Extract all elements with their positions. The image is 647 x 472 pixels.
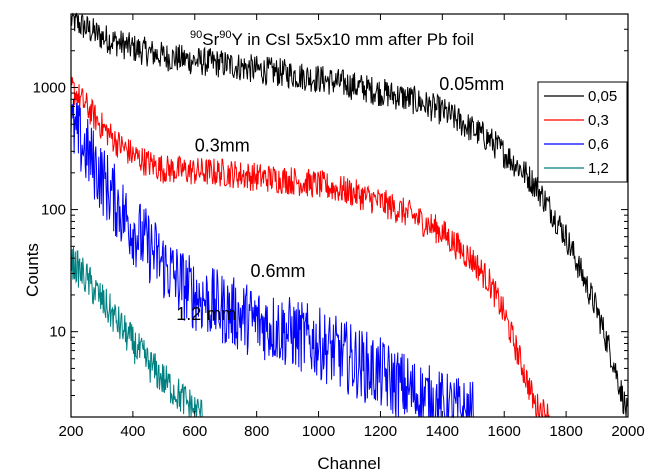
x-tick-label: 400 bbox=[120, 423, 145, 440]
x-tick-label: 600 bbox=[182, 423, 207, 440]
x-tick-label: 1200 bbox=[364, 423, 397, 440]
y-tick-label: 100 bbox=[41, 202, 66, 219]
legend-label: 1,2 bbox=[588, 160, 609, 177]
series-annotation: 0.3mm bbox=[195, 135, 250, 155]
legend: 0,05 0,3 0,6 1,2 bbox=[537, 81, 628, 183]
legend-label: 0,05 bbox=[588, 88, 617, 105]
title-rest: Y in CsI 5x5x10 mm after Pb foil bbox=[232, 30, 475, 49]
annotation-layer: 0.05mm 0.3mm 0.6mm 1.2 mm bbox=[176, 74, 504, 324]
x-tick-label: 1000 bbox=[302, 423, 335, 440]
series-layer bbox=[70, 12, 629, 419]
series-annotation: 0.6mm bbox=[250, 261, 305, 281]
x-tick-label: 200 bbox=[58, 423, 83, 440]
chart-title: 90Sr90Y in CsI 5x5x10 mm after Pb foil bbox=[190, 29, 474, 49]
x-tick-label: 1600 bbox=[488, 423, 521, 440]
title-superscript-1: 90 bbox=[190, 29, 202, 41]
series-line-1 bbox=[70, 73, 551, 418]
series-annotation: 0.05mm bbox=[439, 74, 504, 94]
y-tick-label: 1000 bbox=[33, 80, 66, 97]
series-annotation: 1.2 mm bbox=[176, 304, 236, 324]
ticks-layer: 200 400 600 800 1000 1200 1400 1600 1800 2000 10 10… bbox=[33, 13, 645, 440]
series-line-0 bbox=[70, 12, 629, 418]
x-tick-label: 800 bbox=[244, 423, 269, 440]
series-line-2 bbox=[70, 98, 474, 419]
series-line-3 bbox=[70, 246, 205, 418]
legend-box bbox=[537, 81, 628, 183]
legend-label: 0,6 bbox=[588, 136, 609, 153]
title-superscript-2: 90 bbox=[219, 29, 231, 41]
x-tick-label: 2000 bbox=[611, 423, 644, 440]
y-tick-label: 10 bbox=[49, 324, 66, 341]
x-axis-title: Channel bbox=[317, 454, 380, 472]
x-tick-label: 1800 bbox=[549, 423, 582, 440]
x-tick-label: 1400 bbox=[426, 423, 459, 440]
legend-label: 0,3 bbox=[588, 112, 609, 129]
title-element-1: Sr bbox=[202, 30, 219, 49]
y-axis-title: Counts bbox=[23, 243, 42, 297]
